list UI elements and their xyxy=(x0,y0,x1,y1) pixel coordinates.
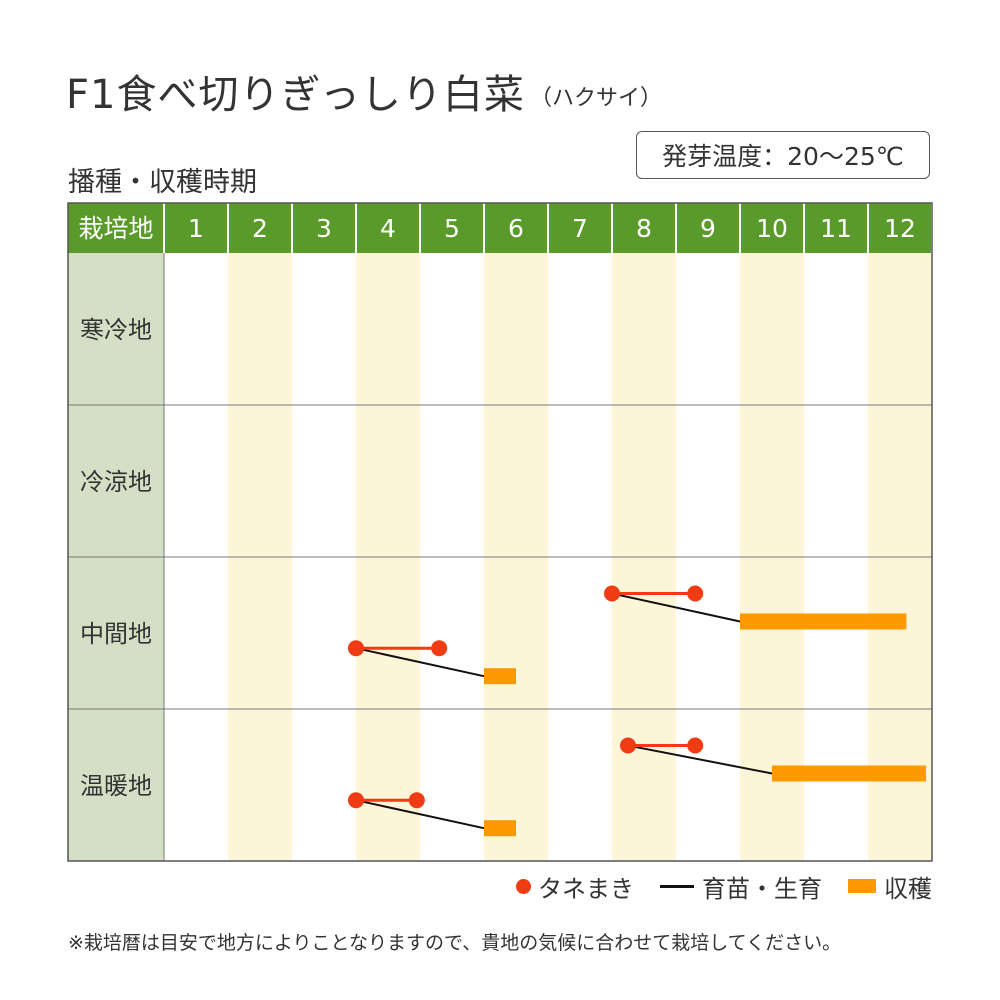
harvest-bar xyxy=(772,765,926,782)
growing-line xyxy=(355,647,485,678)
chart-title: F1食べ切りぎっしり白菜 xyxy=(66,72,525,118)
growing-line xyxy=(611,592,741,623)
harvest-bar xyxy=(484,820,516,837)
month-label-5: 5 xyxy=(444,214,460,243)
region-label-2: 冷涼地 xyxy=(80,468,152,496)
month-label-1: 1 xyxy=(188,214,204,243)
harvest-bar-icon xyxy=(848,879,876,893)
legend-harvest: 収穫 xyxy=(848,869,932,904)
legend-sowing: タネまき xyxy=(516,869,634,904)
sowing-start-dot xyxy=(620,737,636,754)
month-label-2: 2 xyxy=(252,214,268,243)
legend-growing-label: 育苗・生育 xyxy=(702,874,822,903)
table-border xyxy=(67,202,933,862)
harvest-bar xyxy=(740,613,907,630)
region-label-4: 温暖地 xyxy=(80,772,152,800)
harvest-bar xyxy=(484,668,516,685)
sowing-end-dot xyxy=(431,640,448,657)
month-label-10: 10 xyxy=(756,214,788,243)
month-label-7: 7 xyxy=(572,214,588,243)
month-label-3: 3 xyxy=(316,214,332,243)
sowing-start-dot xyxy=(348,792,364,809)
growing-line-icon xyxy=(660,884,694,888)
header-region-label: 栽培地 xyxy=(78,214,153,243)
growing-line xyxy=(355,799,485,830)
germination-temperature-badge: 発芽温度：20〜25℃ xyxy=(636,131,930,179)
legend-harvest-label: 収穫 xyxy=(884,874,932,903)
region-label-3: 中間地 xyxy=(80,620,152,648)
sowing-end-dot xyxy=(687,585,704,602)
sowing-end-dot xyxy=(408,792,425,809)
month-label-8: 8 xyxy=(636,214,652,243)
sowing-start-dot xyxy=(348,640,364,657)
sowing-start-dot xyxy=(604,585,620,602)
sowing-dot-icon xyxy=(516,878,531,894)
footnote: ※栽培暦は目安で地方によりことなりますので、貴地の気候に合わせて栽培してください… xyxy=(68,932,842,954)
germination-temperature-label: 発芽温度：20〜25℃ xyxy=(662,142,904,171)
region-label-1: 寒冷地 xyxy=(80,316,152,344)
month-label-11: 11 xyxy=(820,214,852,243)
month-label-4: 4 xyxy=(380,214,396,243)
legend: タネまき 育苗・生育 収穫 xyxy=(490,869,932,904)
month-label-12: 12 xyxy=(884,214,916,243)
sowing-end-dot xyxy=(687,737,704,754)
growing-line xyxy=(627,744,773,775)
chart-title-kana: （ハクサイ） xyxy=(530,86,663,111)
legend-sowing-label: タネまき xyxy=(538,874,634,903)
month-label-6: 6 xyxy=(508,214,524,243)
chart-subtitle: 播種・収穫時期 xyxy=(68,167,257,198)
header-band xyxy=(68,203,932,253)
month-label-9: 9 xyxy=(700,214,716,243)
legend-growing: 育苗・生育 xyxy=(660,869,822,904)
